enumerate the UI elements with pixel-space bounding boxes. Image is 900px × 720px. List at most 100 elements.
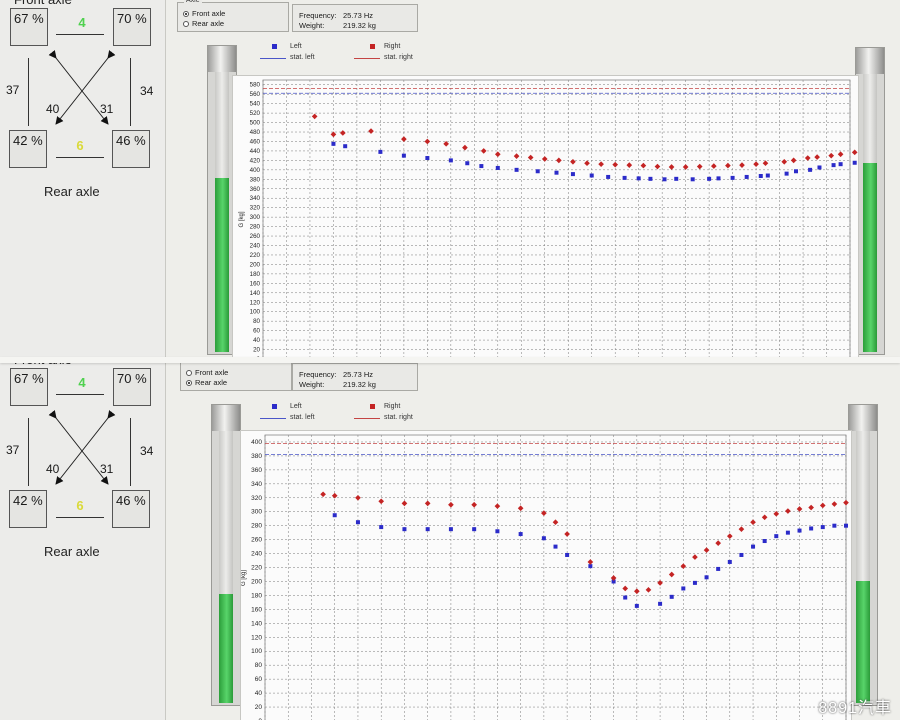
left-data-point xyxy=(343,144,348,149)
left-data-point xyxy=(565,552,570,557)
left-data-point xyxy=(589,173,594,178)
radio-button-icon[interactable] xyxy=(183,20,189,27)
right-data-point xyxy=(378,498,385,505)
right-side-line xyxy=(130,58,131,126)
right-data-point xyxy=(527,154,534,161)
right-data-point xyxy=(584,160,590,167)
radio-label: Front axle xyxy=(192,9,226,18)
left-data-point xyxy=(838,162,843,167)
left-data-point xyxy=(844,523,848,528)
gauge-cap xyxy=(849,405,877,431)
right-data-point xyxy=(480,148,487,154)
left-data-point xyxy=(727,559,732,564)
left-data-point xyxy=(402,527,407,532)
radio-rear-axle[interactable]: Rear axle xyxy=(183,19,224,28)
right-data-point xyxy=(340,130,346,136)
left-data-point xyxy=(332,513,337,518)
right-data-point xyxy=(804,155,811,161)
measurement-info-box: Frequency: 25.73 Hz Weight: 219.32 kg xyxy=(292,4,418,32)
left-data-point xyxy=(606,174,611,179)
right-data-point xyxy=(645,587,652,593)
left-data-point xyxy=(758,173,763,178)
y-axis-label: G [kg] xyxy=(239,211,245,227)
left-side-line xyxy=(28,58,29,126)
left-data-point xyxy=(852,160,857,165)
rear-axle-title: Rear axle xyxy=(44,184,100,199)
y-tick-label: 260 xyxy=(251,537,262,544)
front-axle-value: 4 xyxy=(78,15,86,30)
y-tick-label: 120 xyxy=(250,299,261,306)
gauge-cap xyxy=(856,48,884,74)
right-data-point xyxy=(773,510,780,517)
right-data-point xyxy=(622,585,629,592)
y-tick-label: 560 xyxy=(250,91,261,98)
plot-frame xyxy=(262,79,851,360)
left-data-point xyxy=(744,174,749,179)
screenshot-panel: Front axle67 %70 %42 %46 %4637344031Rear… xyxy=(0,360,900,720)
left-data-point xyxy=(623,595,628,600)
left-data-point xyxy=(784,171,789,176)
y-tick-label: 220 xyxy=(250,252,261,259)
y-tick-label: 120 xyxy=(251,634,262,641)
y-tick-label: 260 xyxy=(250,233,261,240)
left-data-point xyxy=(797,528,802,533)
right-data-point xyxy=(761,514,768,521)
axle-summary: Front axle67 %70 %42 %46 %4637344031Rear… xyxy=(0,0,166,360)
right-data-point xyxy=(680,563,687,569)
frequency-value: 25.73 Hz xyxy=(343,370,374,379)
left-data-point xyxy=(535,169,540,174)
left-data-point xyxy=(570,172,575,177)
legend-stat-left-label: stat. left xyxy=(290,414,315,421)
radio-front-axle[interactable]: Front axle xyxy=(183,9,225,18)
left-data-point xyxy=(774,534,779,539)
right-data-point xyxy=(703,547,710,553)
y-tick-label: 20 xyxy=(253,347,260,354)
plot-frame xyxy=(264,434,847,720)
rear-axle-value: 6 xyxy=(76,498,84,513)
chart-legend: Left Right stat. left stat. right xyxy=(260,403,470,427)
right-data-point xyxy=(471,501,477,508)
right-data-point xyxy=(654,163,661,170)
right-data-point xyxy=(424,500,431,507)
right-data-point xyxy=(790,157,797,164)
frequency-label: Frequency: xyxy=(299,370,337,379)
right-data-point xyxy=(738,526,745,532)
right-data-point xyxy=(781,158,788,165)
right-data-point xyxy=(598,161,604,168)
right-data-point xyxy=(715,540,722,546)
radio-front-axle[interactable]: Front axle xyxy=(186,368,228,377)
right-data-point xyxy=(368,128,374,134)
left-data-point xyxy=(762,539,767,544)
y-tick-label: 100 xyxy=(251,648,262,655)
left-data-point xyxy=(681,586,686,591)
y-tick-label: 200 xyxy=(250,261,261,268)
y-tick-label: 100 xyxy=(250,309,261,316)
radio-button-icon[interactable] xyxy=(186,379,192,386)
left-data-point xyxy=(622,175,627,180)
gauge-fill xyxy=(215,178,229,352)
y-tick-label: 360 xyxy=(250,186,261,193)
left-data-point xyxy=(448,527,453,532)
frequency-label: Frequency: xyxy=(299,11,337,20)
legend-right-marker xyxy=(370,404,375,409)
frequency-row: Frequency: 25.73 Hz xyxy=(299,370,373,379)
screenshot-panel: Front axle67 %70 %42 %46 %4637344031Rear… xyxy=(0,0,885,360)
axle-group-legend: Axle xyxy=(184,0,202,4)
y-tick-label: 580 xyxy=(250,82,261,89)
left-data-point xyxy=(541,536,546,541)
radio-button-icon[interactable] xyxy=(183,10,189,17)
weight-chart: 0 20 40 60 80 100 120 140 160 180 200 220 240 260 280 3… xyxy=(240,430,852,720)
radio-button-icon[interactable] xyxy=(186,369,192,376)
right-data-point xyxy=(750,519,756,526)
right-data-point xyxy=(612,161,619,168)
left-data-point xyxy=(331,141,336,146)
front-axle-title: Front axle xyxy=(14,360,72,367)
right-data-point xyxy=(517,505,524,512)
right-data-point xyxy=(657,580,663,586)
left-data-point xyxy=(730,175,735,180)
y-tick-label: 60 xyxy=(253,328,260,335)
radio-rear-axle[interactable]: Rear axle xyxy=(186,378,227,387)
y-tick-label: 300 xyxy=(250,214,261,221)
